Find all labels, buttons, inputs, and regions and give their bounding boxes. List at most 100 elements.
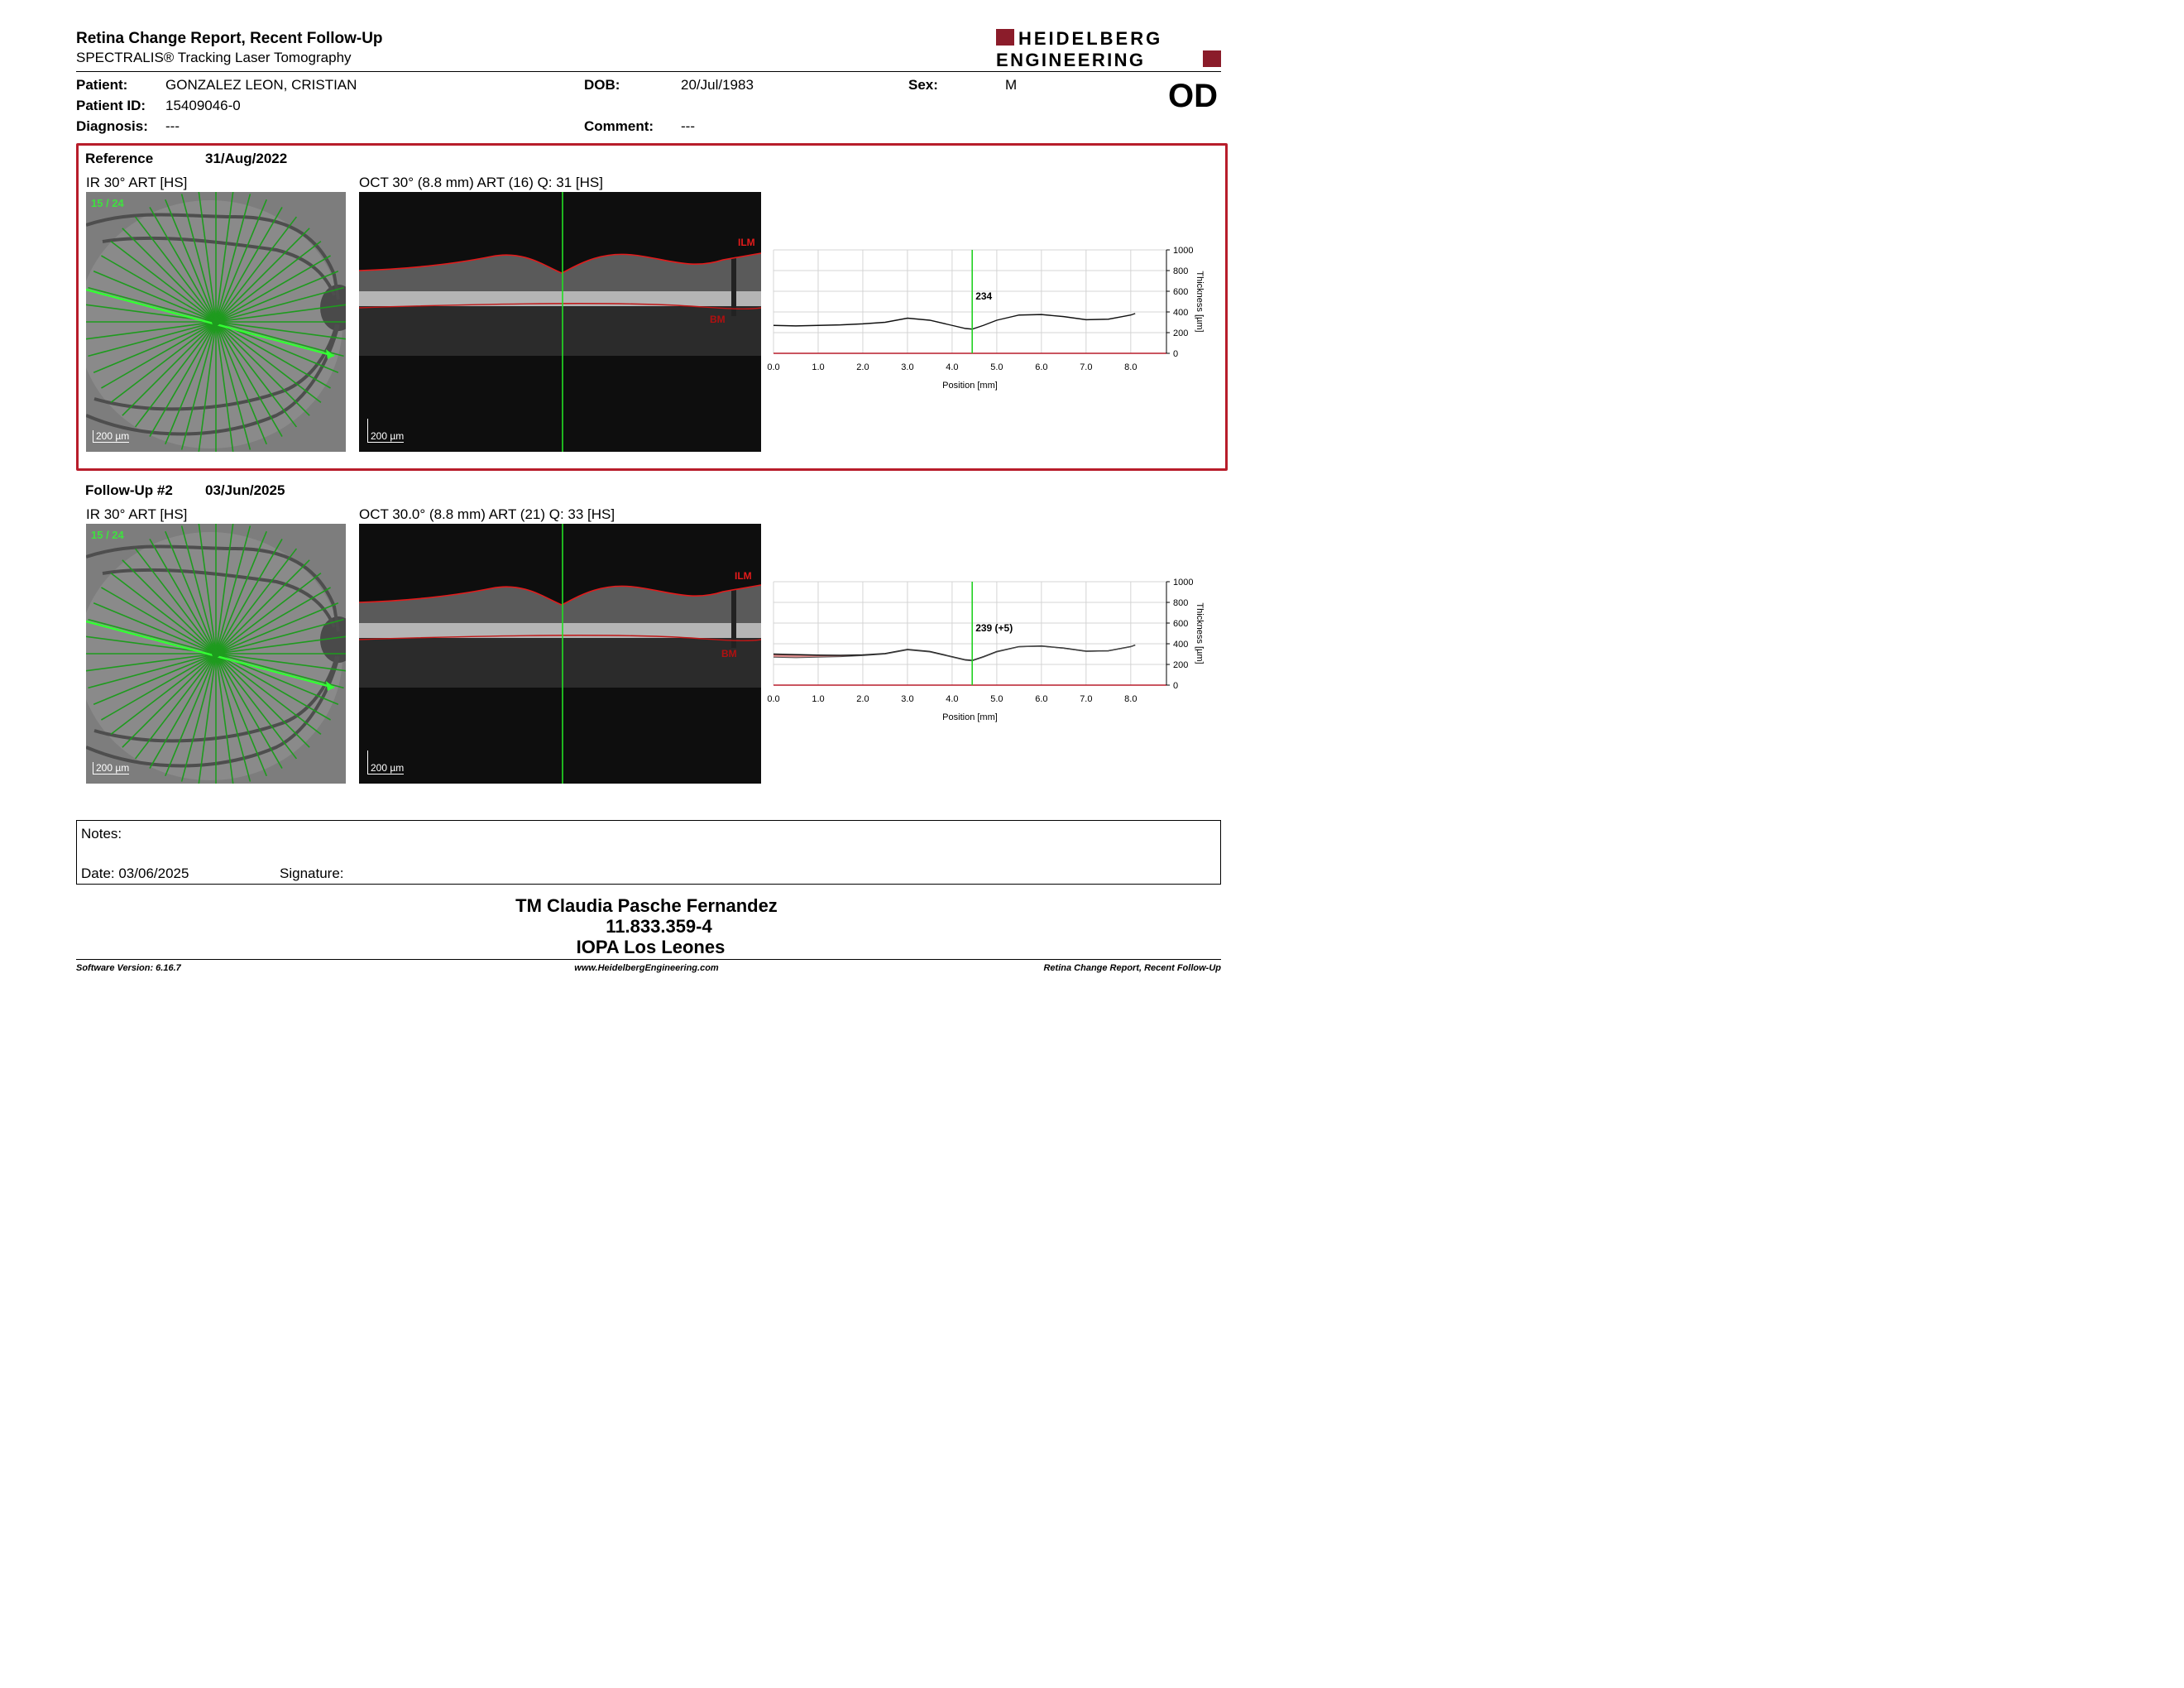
comment-label: Comment:: [584, 118, 654, 134]
x-tick-label: 2.0: [856, 694, 869, 704]
x-tick-label: 0.0: [767, 694, 779, 704]
thickness-series-line: [773, 645, 1136, 662]
reference-oct-scale: 200 µm: [367, 419, 405, 443]
reference-oct-image: ILM BM 200 µm: [359, 192, 761, 452]
thickness-series-line: [773, 313, 1136, 330]
vessel-shadow: [731, 258, 736, 316]
notes-label: Notes:: [81, 826, 122, 842]
x-tick-label: 6.0: [1035, 362, 1047, 372]
followup-fundus-image: 15 / 24 200 µm: [86, 524, 346, 784]
patient-label: Patient:: [76, 77, 128, 93]
reference-thickness-chart: 0.0 1.0 2.0 3.0 4.0 5.0 6.0 7.0 8.0 0 200 400 600 800…: [767, 246, 1205, 391]
y-tick-label: 600: [1173, 287, 1188, 297]
heidelberg-logo: HEIDELBERG ENGINEERING: [996, 28, 1221, 68]
x-tick-label: 0.0: [767, 362, 779, 372]
y-axis-label: Thickness [µm]: [1195, 602, 1205, 664]
plot-area: [774, 582, 1166, 685]
website-link[interactable]: www.HeidelbergEngineering.com: [574, 963, 719, 973]
y-axis-label: Thickness [µm]: [1195, 271, 1205, 332]
y-tick-label: 800: [1173, 598, 1188, 608]
diagnosis-label: Diagnosis:: [76, 118, 148, 134]
sex-label: Sex:: [908, 77, 938, 93]
reference-label: Reference: [85, 151, 154, 166]
x-axis-label: Position [mm]: [942, 712, 998, 722]
plot-area: [774, 250, 1166, 353]
clinician-name: TM Claudia Pasche Fernandez: [515, 895, 778, 916]
y-tick-label: 400: [1173, 308, 1188, 318]
svg-text:ENGINEERING: ENGINEERING: [996, 50, 1145, 68]
followup-fundus-graphic: [86, 524, 346, 784]
followup-oct-graphic: [359, 524, 761, 784]
reference-fundus-scale: 200 µm: [93, 430, 130, 443]
reference-fundus-graphic: [86, 192, 346, 452]
x-tick-label: 5.0: [990, 362, 1003, 372]
y-tick-label: 400: [1173, 640, 1188, 650]
patient-id-label: Patient ID:: [76, 98, 146, 113]
footer-divider: [76, 959, 1221, 960]
followup-oct-scale: 200 µm: [367, 750, 405, 774]
report-subtitle: SPECTRALIS® Tracking Laser Tomography: [76, 50, 352, 65]
diagnosis-value: ---: [165, 118, 180, 134]
followup-thickness-chart: 0.0 1.0 2.0 3.0 4.0 5.0 6.0 7.0 8.0 0 200 400 600 800…: [767, 578, 1205, 722]
report-title: Retina Change Report, Recent Follow-Up: [76, 30, 383, 47]
x-tick-label: 3.0: [901, 362, 913, 372]
choroid: [359, 638, 761, 688]
x-tick-label: 8.0: [1124, 362, 1137, 372]
eye-indicator: OD: [1168, 78, 1218, 114]
reference-date: 31/Aug/2022: [205, 151, 288, 166]
x-tick-label: 3.0: [901, 694, 913, 704]
y-tick-label: 800: [1173, 266, 1188, 276]
x-tick-label: 4.0: [946, 362, 958, 372]
notes-box[interactable]: Notes: Date: 03/06/2025 Signature:: [76, 820, 1221, 885]
header-divider: [76, 71, 1221, 72]
ilm-line: [359, 252, 761, 274]
reference-ir-label: IR 30° ART [HS]: [86, 175, 188, 190]
active-scan-line: [86, 620, 335, 689]
followup-bm-label: BM: [721, 648, 737, 659]
svg-text:HEIDELBERG: HEIDELBERG: [1018, 28, 1162, 49]
x-tick-label: 2.0: [856, 362, 869, 372]
software-version: Software Version: 6.16.7: [76, 963, 181, 973]
x-tick-label: 1.0: [812, 694, 824, 704]
cursor-value-label: 234: [975, 290, 992, 302]
active-scan-line: [86, 288, 335, 357]
scan-direction-arrow: [326, 349, 334, 359]
retinal-vessel: [86, 324, 340, 436]
signature-label: Signature:: [280, 866, 344, 881]
x-tick-label: 7.0: [1080, 362, 1092, 372]
x-tick-label: 7.0: [1080, 694, 1092, 704]
x-tick-label: 5.0: [990, 694, 1003, 704]
bm-line: [359, 635, 761, 642]
rpe-band: [359, 291, 761, 306]
reference-oct-label: OCT 30° (8.8 mm) ART (16) Q: 31 [HS]: [359, 175, 603, 190]
followup-ilm-label: ILM: [735, 570, 752, 582]
reference-fundus-image: 15 / 24 200 µm: [86, 192, 346, 452]
dob-value: 20/Jul/1983: [681, 77, 754, 93]
scan-direction-arrow: [326, 681, 334, 691]
clinic-name: IOPA Los Leones: [576, 937, 726, 957]
y-tick-label: 0: [1173, 349, 1178, 359]
patient-name: GONZALEZ LEON, CRISTIAN: [165, 77, 357, 93]
followup-oct-image: ILM BM 200 µm: [359, 524, 761, 784]
followup-fundus-scale: 200 µm: [93, 762, 130, 774]
reference-bm-label: BM: [710, 314, 726, 325]
bm-line: [359, 303, 761, 310]
fovea-center: [212, 318, 220, 326]
comment-value: ---: [681, 118, 695, 134]
y-tick-label: 600: [1173, 619, 1188, 629]
reference-scan-index: 15 / 24: [91, 197, 124, 209]
reference-box: [76, 143, 1228, 471]
patient-id: 15409046-0: [165, 98, 241, 113]
rpe-band: [359, 623, 761, 638]
x-tick-label: 8.0: [1124, 694, 1137, 704]
reference-ilm-label: ILM: [738, 237, 755, 248]
y-tick-label: 1000: [1173, 246, 1193, 256]
clinician-id: 11.833.359-4: [606, 916, 712, 937]
retinal-vessel: [86, 655, 340, 768]
y-tick-label: 1000: [1173, 578, 1193, 587]
retinal-vessel: [86, 544, 340, 632]
x-tick-label: 1.0: [812, 362, 824, 372]
followup-oct-label: OCT 30.0° (8.8 mm) ART (21) Q: 33 [HS]: [359, 506, 615, 522]
followup-date: 03/Jun/2025: [205, 482, 285, 498]
followup-ir-label: IR 30° ART [HS]: [86, 506, 188, 522]
